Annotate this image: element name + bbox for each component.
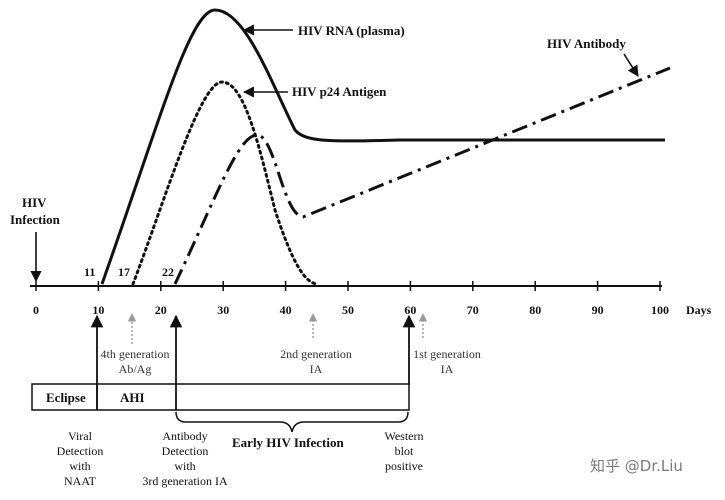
rna-label: HIV RNA (plasma) — [298, 23, 405, 38]
infection-label-line2: Infection — [10, 212, 61, 227]
p24-label: HIV p24 Antigen — [292, 84, 387, 99]
gen2-label-line1: 2nd generation — [280, 347, 352, 361]
axis-tick-label: 60 — [404, 303, 416, 317]
gen4-label-line2: Ab/Ag — [119, 362, 152, 376]
hiv-antibody-curve — [173, 66, 671, 285]
gen4-label-line1: 4th generation — [101, 347, 170, 361]
antibody-label-arrow — [623, 53, 639, 77]
axis-tick-label: 20 — [155, 303, 167, 317]
hiv-p24-curve — [131, 80, 320, 286]
viral-detection-line1: Viral — [68, 429, 93, 443]
watermark: 知乎 @Dr.Liu — [590, 457, 683, 475]
axis-tick-label: 70 — [467, 303, 479, 317]
gen1-label-line1: 1st generation — [413, 347, 481, 361]
axis-tick-label: 40 — [280, 303, 292, 317]
gen1-label-line2: IA — [441, 362, 454, 376]
viral-detection-line4: NAAT — [64, 474, 97, 488]
antibody-detection-line3: with — [174, 459, 195, 473]
axis-unit-label: Days — [686, 303, 712, 317]
axis-tick-label: 30 — [217, 303, 229, 317]
early-infection-brace — [175, 411, 409, 433]
western-blot-line1: Western — [384, 429, 423, 443]
antibody-detection-line1: Antibody — [162, 429, 207, 443]
axis-tick-label: 90 — [592, 303, 604, 317]
phase-ahi: AHI — [120, 390, 145, 405]
day-marker-22: 22 — [162, 265, 174, 279]
antibody-label: HIV Antibody — [547, 36, 626, 51]
antibody-detection-line2: Detection — [162, 444, 209, 458]
viral-detection-line3: with — [69, 459, 90, 473]
viral-detection-line2: Detection — [57, 444, 104, 458]
phase-early-infection: Early HIV Infection — [232, 435, 344, 450]
western-blot-line2: blot — [395, 444, 414, 458]
axis-tick-label: 0 — [33, 303, 39, 317]
axis-tick-label: 80 — [529, 303, 541, 317]
antibody-detection-line4: 3rd generation IA — [142, 474, 228, 488]
axis-tick-label: 100 — [651, 303, 669, 317]
axis-tick-label: 50 — [342, 303, 354, 317]
hiv-rna-curve — [100, 8, 665, 285]
day-marker-17: 17 — [118, 265, 130, 279]
day-marker-11: 11 — [84, 265, 95, 279]
infection-label-line1: HIV — [22, 195, 47, 210]
gen2-label-line2: IA — [310, 362, 323, 376]
phase-eclipse: Eclipse — [46, 390, 86, 405]
axis-tick-label: 10 — [92, 303, 104, 317]
phase-bar — [31, 383, 410, 411]
axis-ticks: 0 10 20 30 40 50 60 70 80 90 100 — [33, 281, 669, 317]
western-blot-line3: positive — [385, 459, 423, 473]
